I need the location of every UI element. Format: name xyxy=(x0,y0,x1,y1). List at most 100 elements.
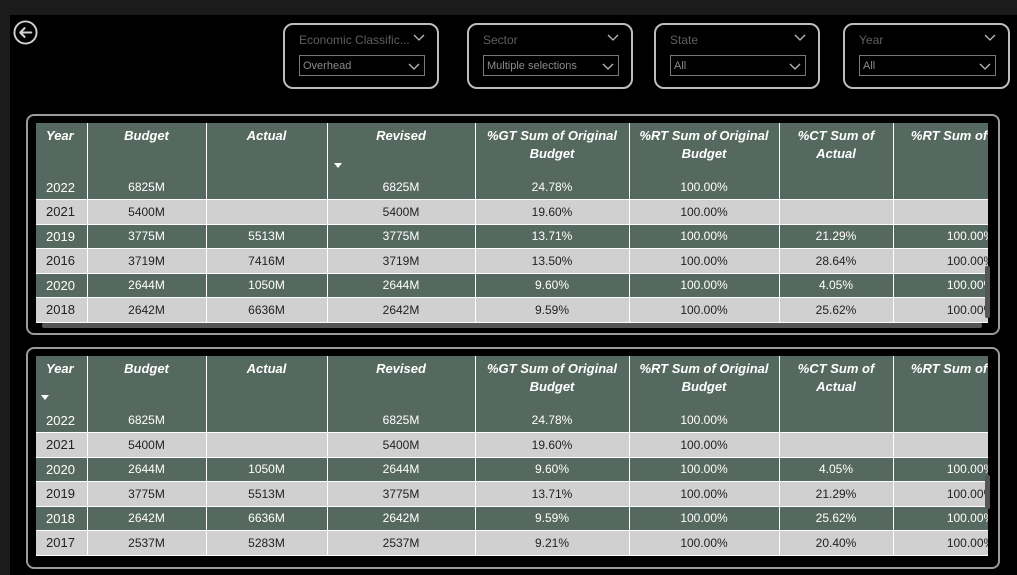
cell: 100.00% xyxy=(629,175,780,200)
slicer-dropdown[interactable]: Multiple selections xyxy=(483,55,619,76)
column-header-actual[interactable]: Actual xyxy=(206,356,328,408)
column-header-budget[interactable]: Budget xyxy=(87,356,207,408)
cell: 100.00% xyxy=(629,224,780,249)
cell: 2022 xyxy=(36,408,88,433)
column-header-ct-actual[interactable]: %CT Sum of Actual xyxy=(779,123,894,175)
cell: 9.59% xyxy=(475,506,630,531)
cell xyxy=(893,408,988,433)
cell: 13.71% xyxy=(475,481,630,507)
sort-descending-icon xyxy=(41,395,49,400)
table-row: 2021 5400M 5400M 19.60% 100.00% xyxy=(36,199,988,225)
cell: 5513M xyxy=(206,224,328,249)
cell: 3775M xyxy=(327,224,476,249)
cell: 3775M xyxy=(87,224,207,249)
column-header-rt-actual[interactable]: %RT Sum of Actual xyxy=(893,356,988,408)
cell: 4.05% xyxy=(779,273,894,298)
cell: 100.00% xyxy=(629,408,780,433)
column-header-budget[interactable]: Budget xyxy=(87,123,207,175)
cell: 28.64% xyxy=(779,248,894,274)
chevron-down-icon xyxy=(789,63,801,70)
cell: 100.00% xyxy=(629,273,780,298)
cell xyxy=(206,199,328,225)
cell: 6825M xyxy=(327,175,476,200)
column-header-rt-original-budget[interactable]: %RT Sum of Original Budget xyxy=(629,356,780,408)
cell: 24.78% xyxy=(475,175,630,200)
cell: 100.00% xyxy=(629,297,780,323)
slicer-value: All xyxy=(674,59,687,72)
column-header-rt-original-budget[interactable]: %RT Sum of Original Budget xyxy=(629,123,780,175)
cell xyxy=(893,199,988,225)
cell: 100.00% xyxy=(629,506,780,531)
slicer-value: All xyxy=(863,59,876,72)
cell xyxy=(779,408,894,433)
cell xyxy=(779,175,894,200)
cell: 100.00% xyxy=(629,248,780,274)
sort-descending-icon xyxy=(333,163,342,168)
cell: 1050M xyxy=(206,457,328,482)
cell: 3775M xyxy=(327,481,476,507)
cell: 2019 xyxy=(36,481,88,507)
cell: 2644M xyxy=(87,273,207,298)
chevron-down-icon[interactable] xyxy=(607,32,619,42)
column-header-gt-original-budget[interactable]: %GT Sum of Original Budget xyxy=(475,123,630,175)
cell: 100.00% xyxy=(893,457,988,482)
cell: 13.71% xyxy=(475,224,630,249)
cell xyxy=(893,175,988,200)
cell: 2018 xyxy=(36,506,88,531)
table-row: 2022 6825M 6825M 24.78% 100.00% xyxy=(36,175,988,200)
cell: 5400M xyxy=(327,432,476,458)
column-header-ct-actual[interactable]: %CT Sum of Actual xyxy=(779,356,894,408)
column-header-actual[interactable]: Actual xyxy=(206,123,328,175)
cell: 6636M xyxy=(206,297,328,323)
horizontal-scrollbar[interactable] xyxy=(42,323,982,328)
cell: 5400M xyxy=(327,199,476,225)
cell: 100.00% xyxy=(893,297,988,323)
cell: 19.60% xyxy=(475,432,630,458)
cell xyxy=(206,175,328,200)
column-header-year[interactable]: Year xyxy=(36,123,88,175)
slicer-dropdown[interactable]: All xyxy=(859,55,996,76)
chevron-down-icon[interactable] xyxy=(794,32,806,42)
data-table: Year Budget Actual Revised %GT Sum of Or… xyxy=(36,123,988,323)
cell: 19.60% xyxy=(475,199,630,225)
cell: 5513M xyxy=(206,481,328,507)
vertical-scrollbar[interactable] xyxy=(985,266,990,318)
cell: 2644M xyxy=(327,457,476,482)
column-header-label: Year xyxy=(46,361,74,376)
cell: 2016 xyxy=(36,248,88,274)
cell: 2019 xyxy=(36,224,88,249)
chevron-down-icon[interactable] xyxy=(413,32,425,42)
cell: 100.00% xyxy=(629,481,780,507)
cell: 3775M xyxy=(87,481,207,507)
table-row: 2018 2642M 6636M 2642M 9.59% 100.00% 25.62% 100… xyxy=(36,297,988,323)
column-header-year[interactable]: Year xyxy=(36,356,88,408)
slicer-state: State All xyxy=(654,23,820,89)
slicer-economic-classification: Economic Classific... Overhead xyxy=(283,23,439,89)
table-row: 2020 2644M 1050M 2644M 9.60% 100.00% 4.05% 100.… xyxy=(36,457,988,482)
table-row: 2019 3775M 5513M 3775M 13.71% 100.00% 21.29% 10… xyxy=(36,481,988,507)
cell: 2020 xyxy=(36,457,88,482)
cell: 100.00% xyxy=(893,273,988,298)
cell: 100.00% xyxy=(893,224,988,249)
table-row: 2017 2537M 5283M 2537M 9.21% 100.00% 20.40% 100… xyxy=(36,530,988,556)
column-header-gt-original-budget[interactable]: %GT Sum of Original Budget xyxy=(475,356,630,408)
table-visual-1: Year Budget Actual Revised %GT Sum of Or… xyxy=(26,114,1000,335)
cell: 100.00% xyxy=(629,457,780,482)
cell: 1050M xyxy=(206,273,328,298)
cell: 24.78% xyxy=(475,408,630,433)
column-header-revised[interactable]: Revised xyxy=(327,123,476,175)
chevron-down-icon[interactable] xyxy=(984,32,996,42)
slicer-dropdown[interactable]: Overhead xyxy=(299,55,425,76)
cell: 2018 xyxy=(36,297,88,323)
cell: 6636M xyxy=(206,506,328,531)
cell: 2642M xyxy=(87,297,207,323)
cell: 9.59% xyxy=(475,297,630,323)
cell: 25.62% xyxy=(779,297,894,323)
slicer-dropdown[interactable]: All xyxy=(670,55,806,76)
cell xyxy=(206,408,328,433)
column-header-rt-actual[interactable]: %RT Sum of Actual xyxy=(893,123,988,175)
vertical-scrollbar[interactable] xyxy=(985,475,990,509)
back-arrow-icon[interactable] xyxy=(13,20,38,45)
column-header-revised[interactable]: Revised xyxy=(327,356,476,408)
cell: 4.05% xyxy=(779,457,894,482)
